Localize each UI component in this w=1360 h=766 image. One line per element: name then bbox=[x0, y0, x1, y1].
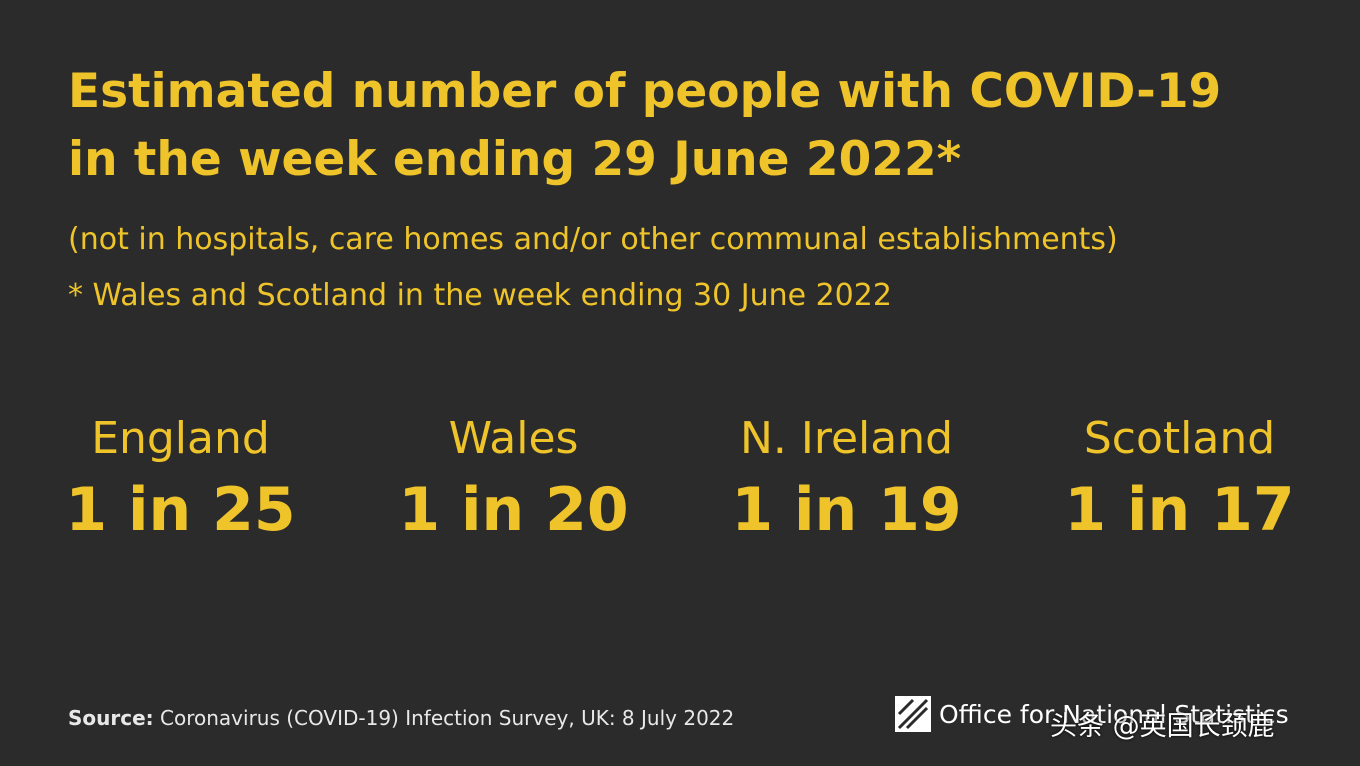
logo-icon bbox=[895, 696, 931, 732]
stat: Wales 1 in 20 bbox=[347, 408, 680, 550]
watermark: 头条 @英国长颈鹿 bbox=[1050, 711, 1275, 742]
stats-row: England 1 in 25 Wales 1 in 20 N. Ireland 1 in… bbox=[14, 408, 1346, 550]
source-text: Coronavirus (COVID-19) Infection Survey,… bbox=[160, 706, 735, 730]
stat-value: 1 in 20 bbox=[398, 475, 629, 545]
subtitle: (not in hospitals, care homes and/or oth… bbox=[68, 222, 1118, 257]
stat: N. Ireland 1 in 19 bbox=[680, 408, 1013, 550]
source-label: Source: bbox=[68, 706, 154, 730]
nation-name: Scotland bbox=[1083, 413, 1276, 464]
nation-name: N. Ireland bbox=[739, 413, 954, 464]
stat: England 1 in 25 bbox=[14, 408, 347, 550]
nation-name: England bbox=[91, 413, 270, 464]
stat-value: 1 in 25 bbox=[65, 475, 296, 545]
note: * Wales and Scotland in the week ending … bbox=[68, 278, 892, 313]
stat-value: 1 in 19 bbox=[731, 475, 962, 545]
title: Estimated number of people with COVID-19… bbox=[68, 58, 1221, 194]
title-line: Estimated number of people with COVID-19 bbox=[68, 64, 1222, 119]
title-line: in the week ending 29 June 2022* bbox=[68, 132, 962, 187]
source: Source: Coronavirus (COVID-19) Infection… bbox=[68, 706, 734, 730]
logo-text: Office for National Statistics bbox=[939, 699, 1289, 729]
stat: Scotland 1 in 17 bbox=[1013, 408, 1346, 550]
stat-value: 1 in 17 bbox=[1064, 475, 1295, 545]
logo: Office for National Statistics bbox=[895, 696, 1289, 732]
nation-name: Wales bbox=[448, 413, 579, 464]
